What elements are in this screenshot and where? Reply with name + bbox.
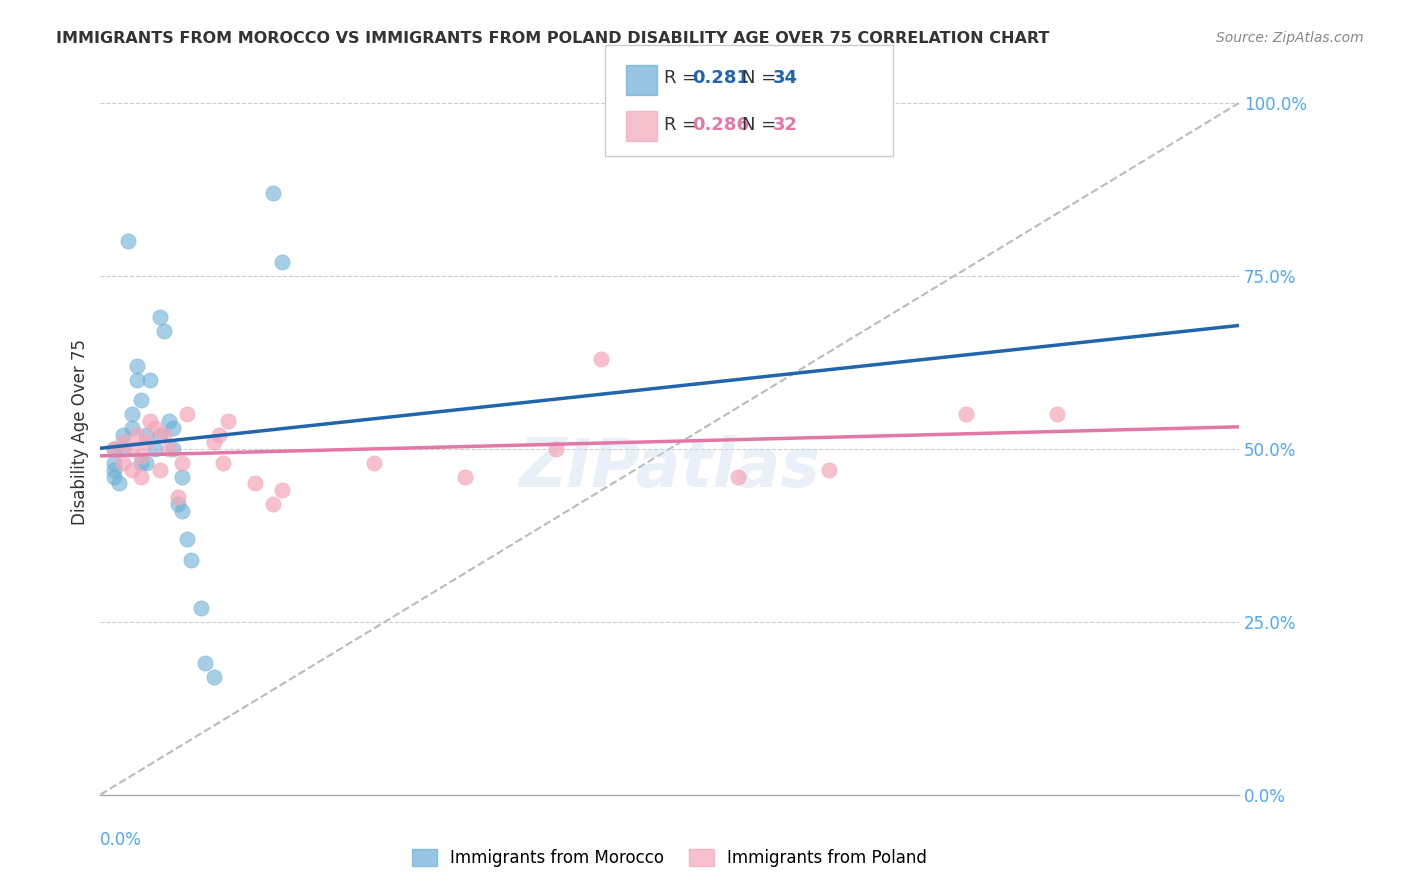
Point [143,421,166,435]
Point [121,442,143,456]
Point [157,442,180,456]
Point [135,428,157,442]
Text: 0.281: 0.281 [692,70,749,87]
Point [117,235,139,249]
Point [194,657,217,671]
Text: R =: R = [664,116,703,134]
Text: 0.286: 0.286 [692,116,749,134]
Point [107,476,129,491]
Point [112,428,135,442]
Point [544,442,567,456]
Point [131,469,153,483]
Point [363,456,385,470]
Point [727,469,749,483]
Point [103,462,125,476]
Point [112,456,135,470]
Point [103,442,125,456]
Point [148,310,170,325]
Point [271,483,294,498]
Point [153,428,176,442]
Point [818,462,841,476]
Point [262,186,284,200]
Point [166,490,188,504]
Point [172,504,194,518]
Point [162,442,184,456]
Point [217,414,239,428]
Point [271,255,294,269]
Text: ZIPatlas: ZIPatlas [519,435,821,501]
Y-axis label: Disability Age Over 75: Disability Age Over 75 [72,339,89,524]
Point [262,497,284,511]
Point [121,407,143,421]
Text: 32: 32 [773,116,799,134]
Point [143,442,166,456]
Point [139,414,162,428]
Point [176,532,198,546]
Point [172,469,194,483]
Point [202,434,225,449]
Point [112,442,135,456]
Point [103,442,125,456]
Point [139,373,162,387]
Text: N =: N = [742,70,782,87]
Point [162,421,184,435]
Point [212,456,235,470]
Point [131,393,153,408]
Point [148,462,170,476]
Point [153,324,176,338]
Point [103,469,125,483]
Point [453,469,475,483]
Point [176,407,198,421]
Point [202,670,225,684]
Point [125,359,148,373]
Point [103,456,125,470]
Text: 0.0%: 0.0% [100,831,142,849]
Point [591,351,613,366]
Point [243,476,266,491]
Point [166,497,188,511]
Point [135,434,157,449]
Point [180,552,202,566]
Point [148,428,170,442]
Point [1046,407,1069,421]
Point [112,434,135,449]
Point [135,456,157,470]
Text: Source: ZipAtlas.com: Source: ZipAtlas.com [1216,31,1364,45]
Text: IMMIGRANTS FROM MOROCCO VS IMMIGRANTS FROM POLAND DISABILITY AGE OVER 75 CORRELA: IMMIGRANTS FROM MOROCCO VS IMMIGRANTS FR… [56,31,1050,46]
Point [121,462,143,476]
Point [131,456,153,470]
Point [131,449,153,463]
Point [121,421,143,435]
Text: R =: R = [664,70,703,87]
Point [157,414,180,428]
Text: 34: 34 [773,70,799,87]
Text: N =: N = [742,116,782,134]
Point [208,428,231,442]
Point [190,601,212,615]
Point [172,456,194,470]
Point [955,407,977,421]
Point [125,373,148,387]
Point [125,428,148,442]
Legend: Immigrants from Morocco, Immigrants from Poland: Immigrants from Morocco, Immigrants from… [405,842,934,873]
